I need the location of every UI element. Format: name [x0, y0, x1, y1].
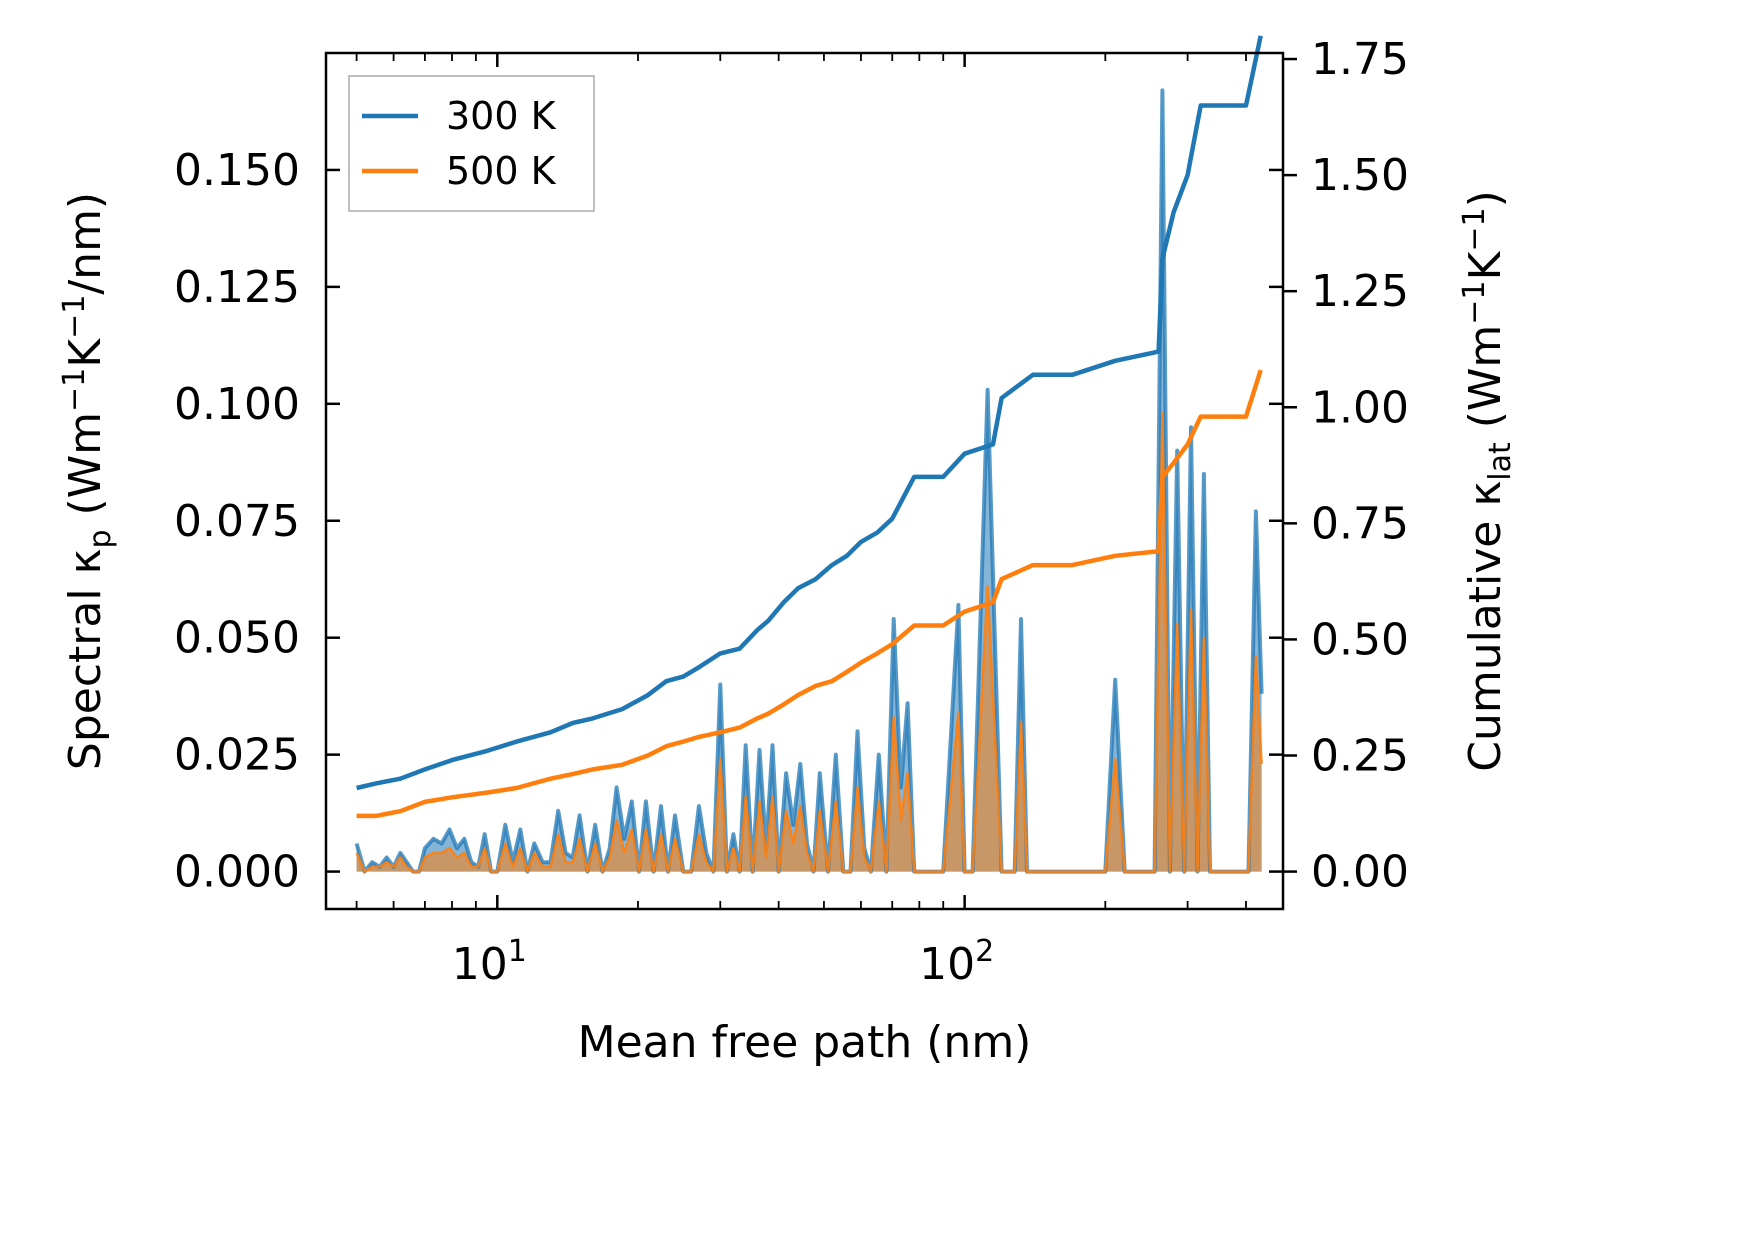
300-k-cumulative-line — [356, 35, 1263, 791]
legend: 300 K 500 K — [348, 75, 595, 212]
y-right-label-sub: lat — [1483, 442, 1518, 481]
y-left-label-tail: /nm) — [60, 192, 111, 295]
y-left-label-sub: p — [83, 529, 118, 548]
plot-area — [354, 35, 1264, 874]
500-k-cumulative-line — [356, 369, 1263, 819]
y-left-label-k: K — [60, 338, 111, 368]
y-right-label-sup2: −1 — [1457, 207, 1492, 251]
legend-box — [348, 75, 595, 212]
y-axis-right-label: Cumulative κlat (Wm−1K−1) — [1457, 190, 1518, 772]
y-right-tick-label: 1.50 — [1311, 150, 1409, 201]
y-right-tick-label: 0.75 — [1311, 498, 1409, 549]
x-axis-label: Mean free path (nm) — [578, 1017, 1032, 1068]
y-right-label-sup1: −1 — [1457, 280, 1492, 324]
y-right-tick-label: 1.00 — [1311, 382, 1409, 433]
300-k-spectral-line — [354, 88, 1264, 874]
axis-ticks: 0.000 0.025 0.050 0.075 0.100 0.125 0.150 0.00 0… — [174, 34, 1409, 990]
series-lines — [354, 35, 1264, 874]
legend-label-300k: 300 K — [446, 94, 557, 138]
y-axis-left-label: Spectral κp (Wm−1K−1/nm) — [57, 192, 118, 770]
y-right-label-tail: ) — [1460, 190, 1511, 207]
y-left-tick-label: 0.150 — [174, 145, 300, 196]
y-right-label-k: K — [1460, 250, 1511, 280]
legend-label-500k: 500 K — [446, 149, 557, 193]
y-left-tick-label: 0.025 — [174, 730, 300, 781]
y-left-tick-label: 0.000 — [174, 847, 300, 898]
y-left-tick-label: 0.100 — [174, 379, 300, 430]
y-right-tick-label: 0.00 — [1311, 847, 1409, 898]
y-right-label-main: Cumulative κ — [1460, 481, 1511, 772]
x-tick-label: 102 — [919, 934, 994, 990]
y-left-tick-label: 0.075 — [174, 496, 300, 547]
y-right-tick-label: 0.50 — [1311, 614, 1409, 665]
y-left-tick-label: 0.125 — [174, 262, 300, 313]
y-left-tick-label: 0.050 — [174, 613, 300, 664]
y-left-label-main: Spectral κ — [60, 549, 111, 771]
y-left-label-sup2: −1 — [57, 295, 92, 339]
y-right-tick-label: 0.25 — [1311, 730, 1409, 781]
y-left-label-sup1: −1 — [57, 368, 92, 412]
y-right-label-unit: (Wm — [1460, 325, 1511, 443]
plot-frame — [324, 51, 1285, 911]
y-right-tick-label: 1.75 — [1311, 34, 1409, 85]
500-k-spectral-line — [355, 411, 1263, 873]
x-tick-label: 101 — [452, 934, 527, 990]
y-left-label-unit: (Wm — [60, 412, 111, 530]
y-right-tick-label: 1.25 — [1311, 266, 1409, 317]
